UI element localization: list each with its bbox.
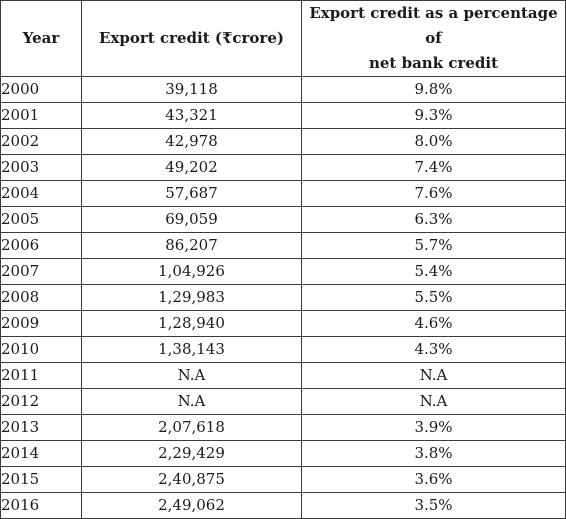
export-credit-cell: 1,28,940	[81, 310, 302, 337]
percentage-header-line-1: Export credit as a percentage of	[309, 4, 558, 47]
year-cell: 2012	[0, 388, 82, 415]
table-row: 2010 1,38,143 4.3%	[0, 336, 566, 363]
year-cell: 2002	[0, 128, 82, 155]
percentage-cell: 9.8%	[301, 76, 566, 103]
percentage-cell: 9.3%	[301, 102, 566, 129]
percentage-cell: N.A	[301, 388, 566, 415]
percentage-cell: N.A	[301, 362, 566, 389]
percentage-cell: 3.9%	[301, 414, 566, 441]
table-row: 2014 2,29,429 3.8%	[0, 440, 566, 467]
table-row: 2006 86,207 5.7%	[0, 232, 566, 259]
year-cell: 2001	[0, 102, 82, 129]
table-row: 2008 1,29,983 5.5%	[0, 284, 566, 311]
export-credit-cell: 1,29,983	[81, 284, 302, 311]
export-credit-cell: 1,38,143	[81, 336, 302, 363]
table-row: 2011 N.A N.A	[0, 362, 566, 389]
table-row: 2000 39,118 9.8%	[0, 76, 566, 103]
export-credit-cell: 69,059	[81, 206, 302, 233]
export-credit-cell: 39,118	[81, 76, 302, 103]
year-cell: 2009	[0, 310, 82, 337]
export-credit-column-header: Export credit (₹crore)	[81, 0, 302, 77]
percentage-cell: 7.4%	[301, 154, 566, 181]
percentage-cell: 5.4%	[301, 258, 566, 285]
table-row: 2016 2,49,062 3.5%	[0, 492, 566, 519]
export-credit-cell: 2,49,062	[81, 492, 302, 519]
table-row: 2005 69,059 6.3%	[0, 206, 566, 233]
percentage-cell: 3.5%	[301, 492, 566, 519]
export-credit-cell: 86,207	[81, 232, 302, 259]
export-credit-cell: 2,07,618	[81, 414, 302, 441]
table-row: 2001 43,321 9.3%	[0, 102, 566, 129]
percentage-cell: 6.3%	[301, 206, 566, 233]
percentage-cell: 5.7%	[301, 232, 566, 259]
percentage-cell: 3.8%	[301, 440, 566, 467]
year-cell: 2014	[0, 440, 82, 467]
year-cell: 2010	[0, 336, 82, 363]
table-row: 2013 2,07,618 3.9%	[0, 414, 566, 441]
year-cell: 2006	[0, 232, 82, 259]
year-cell: 2008	[0, 284, 82, 311]
year-column-header: Year	[0, 0, 82, 77]
table-row: 2009 1,28,940 4.6%	[0, 310, 566, 337]
export-credit-cell: 42,978	[81, 128, 302, 155]
export-credit-cell: 43,321	[81, 102, 302, 129]
percentage-cell: 4.6%	[301, 310, 566, 337]
export-credit-cell: N.A	[81, 362, 302, 389]
export-credit-cell: 2,40,875	[81, 466, 302, 493]
year-cell: 2005	[0, 206, 82, 233]
table-row: 2007 1,04,926 5.4%	[0, 258, 566, 285]
year-cell: 2004	[0, 180, 82, 207]
export-credit-cell: 49,202	[81, 154, 302, 181]
percentage-cell: 7.6%	[301, 180, 566, 207]
year-cell: 2007	[0, 258, 82, 285]
export-credit-cell: N.A	[81, 388, 302, 415]
year-cell: 2003	[0, 154, 82, 181]
table-header: Year Export credit (₹crore) Export credi…	[0, 0, 566, 77]
table-row: 2012 N.A N.A	[0, 388, 566, 415]
export-credit-cell: 2,29,429	[81, 440, 302, 467]
percentage-cell: 4.3%	[301, 336, 566, 363]
table-row: 2004 57,687 7.6%	[0, 180, 566, 207]
percentage-cell: 3.6%	[301, 466, 566, 493]
year-cell: 2013	[0, 414, 82, 441]
table-row: 2015 2,40,875 3.6%	[0, 466, 566, 493]
year-cell: 2015	[0, 466, 82, 493]
year-cell: 2016	[0, 492, 82, 519]
table-body: 2000 39,118 9.8% 2001 43,321 9.3% 2002 42,978 8.…	[0, 76, 566, 519]
year-cell: 2000	[0, 76, 82, 103]
year-cell: 2011	[0, 362, 82, 389]
percentage-column-header: Export credit as a percentage of net ban…	[301, 0, 566, 77]
percentage-cell: 8.0%	[301, 128, 566, 155]
export-credit-cell: 1,04,926	[81, 258, 302, 285]
table-row: 2002 42,978 8.0%	[0, 128, 566, 155]
header-row: Year Export credit (₹crore) Export credi…	[0, 0, 566, 77]
table-row: 2003 49,202 7.4%	[0, 154, 566, 181]
percentage-header-line-2: net bank credit	[368, 54, 499, 72]
export-credit-cell: 57,687	[81, 180, 302, 207]
percentage-cell: 5.5%	[301, 284, 566, 311]
